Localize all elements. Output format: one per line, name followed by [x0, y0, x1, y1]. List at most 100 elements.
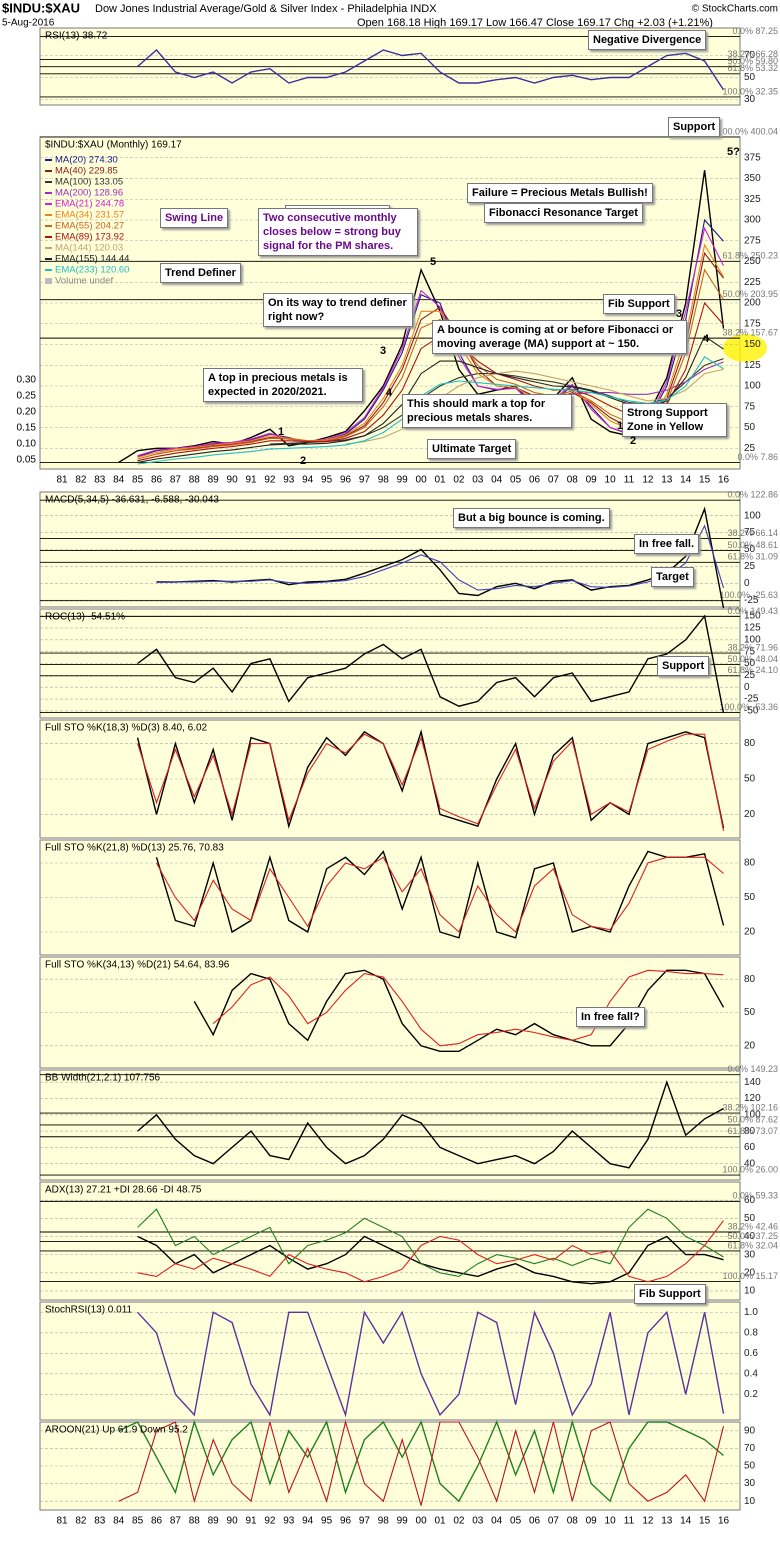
- panel-title: BB Width(21,2.1) 107.756: [45, 1073, 161, 1084]
- x-tick-label: 12: [642, 475, 654, 486]
- y-tick-label: 70: [744, 1443, 756, 1454]
- legend-entry: EMA(55) 204.27: [55, 221, 124, 232]
- y-tick-label: 30: [744, 1478, 756, 1489]
- y-tick-label: 100: [744, 381, 761, 392]
- fib-label: 100.0% -53.36: [719, 702, 778, 712]
- y-tick-label: 25: [744, 443, 756, 454]
- y-tick-label: 250: [744, 256, 761, 267]
- fib-label: 38.2% 42.46: [727, 1221, 778, 1231]
- x-tick-label: 15: [699, 1516, 711, 1527]
- x-tick-label: 83: [94, 475, 106, 486]
- legend-entry: EMA(155) 144.44: [55, 254, 129, 265]
- wave-label: 4: [703, 333, 710, 345]
- wave-label: 1: [278, 426, 285, 438]
- panel-title: AROON(21) Up 61.9 Down 95.2: [45, 1425, 188, 1436]
- x-tick-label: 96: [340, 1516, 352, 1527]
- fib-label: 50.0% 48.61: [727, 540, 778, 550]
- x-tick-label: 92: [264, 475, 276, 486]
- annotation: Failure = Precious Metals Bullish!: [467, 183, 653, 203]
- annotation: Fibonacci Resonance Target: [484, 203, 643, 223]
- wave-label: 4: [386, 387, 393, 399]
- legend-entry: MA(20) 274.30: [55, 155, 118, 166]
- y-tick-label: -25: [744, 694, 759, 705]
- x-tick-label: 05: [510, 1516, 522, 1527]
- legend-entry: EMA(233) 120.60: [55, 265, 129, 276]
- x-tick-label: 10: [605, 475, 617, 486]
- x-tick-label: 91: [245, 475, 257, 486]
- y-tick-label: 25: [744, 561, 756, 572]
- x-tick-label: 04: [491, 475, 503, 486]
- x-tick-label: 01: [434, 1516, 446, 1527]
- series-line: [156, 506, 725, 609]
- fib-label: 0.0% 149.43: [727, 606, 778, 616]
- panel-title: Full STO %K(34,13) %D(21) 54.64, 83.96: [45, 960, 230, 971]
- series-line: [212, 969, 724, 1047]
- x-tick-label: 08: [567, 1516, 579, 1527]
- x-tick-label: 00: [416, 1516, 428, 1527]
- panel-title: StochRSI(13) 0.011: [45, 1305, 133, 1316]
- wave-label: 2: [630, 435, 637, 447]
- series-line: [137, 733, 725, 832]
- wave-label: 3: [676, 308, 683, 320]
- x-tick-label: 14: [680, 1516, 692, 1527]
- x-tick-label: 96: [340, 475, 352, 486]
- copyright: © StockCharts.com: [692, 4, 778, 15]
- legend-entry: MA(100) 133.05: [55, 177, 123, 188]
- x-tick-label: 97: [359, 1516, 371, 1527]
- fib-label: 38.2% 71.96: [727, 642, 778, 652]
- symbol: $INDU:$XAU: [2, 0, 80, 15]
- y-tick-label: 40: [744, 1231, 756, 1242]
- x-tick-label: 93: [283, 1516, 295, 1527]
- fib-label: 0.0% 122.86: [727, 490, 778, 500]
- fib-label: 50.0% 37.25: [727, 1231, 778, 1241]
- annotation: Fib Support: [603, 294, 675, 314]
- left-tick-label: 0.05: [17, 455, 37, 466]
- fib-label: 50.0% 87.62: [727, 1114, 778, 1124]
- x-tick-label: 90: [227, 1516, 239, 1527]
- x-tick-label: 11: [624, 475, 635, 486]
- x-tick-label: 06: [529, 475, 541, 486]
- annotation: Support: [668, 117, 721, 137]
- y-tick-label: 90: [744, 1425, 756, 1436]
- y-tick-label: 80: [744, 974, 756, 985]
- x-tick-label: 03: [472, 475, 484, 486]
- annotation: Two consecutive monthly closes below = s…: [258, 208, 418, 256]
- legend-entry: EMA(21) 244.78: [55, 199, 124, 210]
- left-tick-label: 0.25: [17, 391, 37, 402]
- x-tick-label: 95: [321, 1516, 333, 1527]
- x-tick-label: 88: [189, 1516, 201, 1527]
- y-tick-label: 50: [744, 1461, 756, 1472]
- x-tick-label: 16: [718, 475, 730, 486]
- x-tick-label: 99: [397, 1516, 409, 1527]
- x-tick-label: 08: [567, 475, 579, 486]
- y-tick-label: 140: [744, 1077, 761, 1088]
- x-tick-label: 90: [227, 475, 239, 486]
- series-line: [137, 1080, 724, 1169]
- legend-entry: MA(200) 128.96: [55, 188, 123, 199]
- y-tick-label: 0.8: [744, 1327, 758, 1338]
- y-tick-label: 350: [744, 173, 761, 184]
- support-zone: [723, 334, 767, 362]
- y-tick-label: 20: [744, 809, 756, 820]
- x-tick-label: 94: [302, 1516, 314, 1527]
- left-tick-label: 0.20: [17, 407, 37, 418]
- y-tick-label: 80: [744, 1126, 756, 1137]
- fib-label: 100.0% -25.63: [719, 590, 778, 600]
- wave-label: 1: [617, 420, 624, 432]
- x-tick-label: 84: [113, 1516, 125, 1527]
- y-tick-label: 50: [744, 892, 756, 903]
- series-line: [118, 1419, 724, 1503]
- y-tick-label: 80: [744, 738, 756, 749]
- quote: Open 168.18 High 169.17 Low 166.47 Close…: [357, 17, 713, 29]
- x-tick-label: 02: [453, 1516, 465, 1527]
- x-tick-label: 10: [605, 1516, 617, 1527]
- annotation: Trend Definer: [160, 263, 241, 283]
- x-tick-label: 03: [472, 1516, 484, 1527]
- x-tick-label: 93: [283, 475, 295, 486]
- x-tick-label: 95: [321, 475, 333, 486]
- wave-label: 5?: [727, 146, 740, 158]
- y-tick-label: 100: [744, 1109, 761, 1120]
- x-tick-label: 11: [624, 1516, 635, 1527]
